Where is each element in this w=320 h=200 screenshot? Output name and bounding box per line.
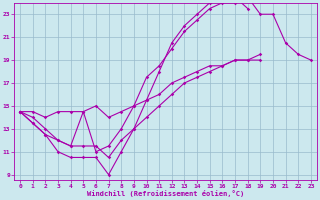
- X-axis label: Windchill (Refroidissement éolien,°C): Windchill (Refroidissement éolien,°C): [87, 190, 244, 197]
